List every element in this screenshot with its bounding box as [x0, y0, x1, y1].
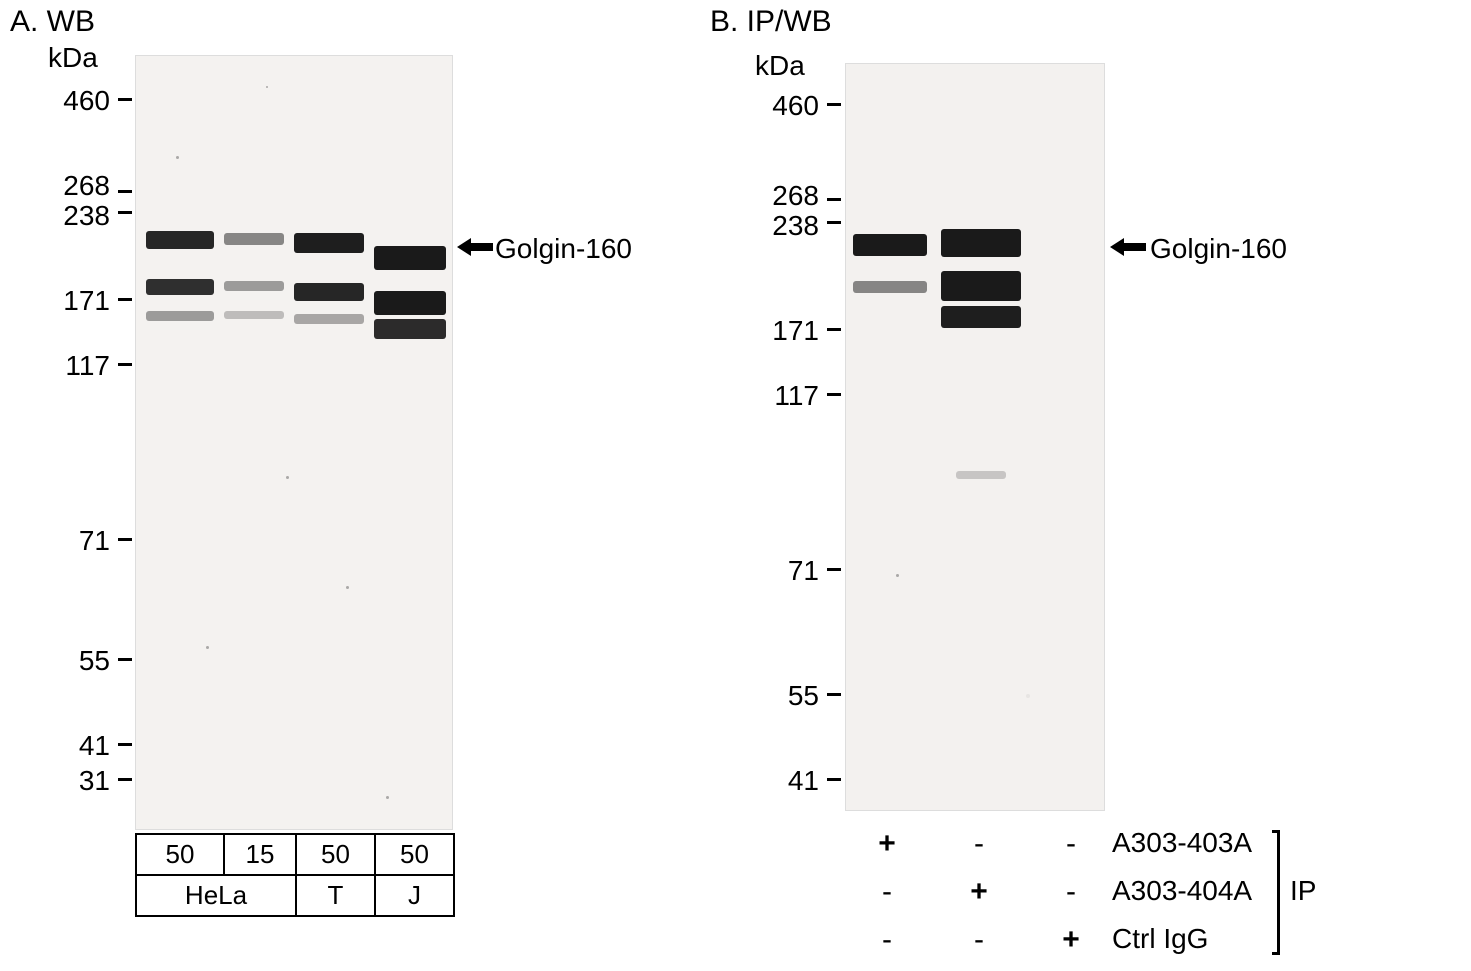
ip-antibody-label: A303-403A [1112, 827, 1252, 859]
mw-marker-label: 55 [788, 680, 819, 712]
table-row: HeLa T J [136, 875, 454, 916]
mw-marker-label: 238 [772, 210, 819, 242]
panel-a-kda: kDa [48, 42, 98, 74]
panel-b-blot [845, 63, 1105, 811]
mw-marker-label: 31 [79, 765, 110, 797]
mw-marker-label: 71 [79, 525, 110, 557]
ip-symbol: - [872, 923, 902, 957]
mw-marker-tick [118, 98, 132, 101]
panel-a-arrow-icon [457, 238, 493, 256]
mw-marker-tick [827, 103, 841, 106]
lane-load-2: 15 [224, 834, 296, 875]
ip-symbol: - [964, 923, 994, 957]
blot-band [374, 319, 446, 339]
ip-antibody-label: Ctrl IgG [1112, 923, 1208, 955]
blot-band [146, 311, 214, 321]
blot-band [294, 283, 364, 301]
blot-band [224, 233, 284, 245]
lane-sample-j: J [375, 875, 454, 916]
ip-antibody-label: A303-404A [1112, 875, 1252, 907]
speck [346, 586, 349, 589]
panel-a-title: A. WB [10, 5, 95, 39]
blot-band [224, 311, 284, 319]
mw-marker-label: 460 [63, 85, 110, 117]
mw-marker-label: 117 [65, 350, 110, 382]
blot-band [294, 233, 364, 253]
ip-symbol: + [1056, 923, 1086, 957]
speck [386, 796, 389, 799]
mw-marker-tick [118, 658, 132, 661]
mw-marker-label: 268 [772, 180, 819, 212]
blot-band [146, 279, 214, 295]
mw-marker-tick [118, 743, 132, 746]
mw-marker-label: 460 [772, 90, 819, 122]
panel-b-title: B. IP/WB [710, 5, 832, 39]
mw-marker-tick [118, 363, 132, 366]
mw-marker-tick [827, 221, 841, 224]
ip-symbol: - [1056, 875, 1086, 909]
mw-marker-label: 41 [79, 730, 110, 762]
ip-bracket [1272, 830, 1280, 955]
speck [896, 574, 899, 577]
ip-symbol: - [964, 827, 994, 861]
mw-marker-tick [118, 778, 132, 781]
speck [286, 476, 289, 479]
mw-marker-tick [118, 538, 132, 541]
panel-a-arrow-label: Golgin-160 [495, 233, 632, 265]
mw-marker-tick [827, 198, 841, 201]
speck [206, 646, 209, 649]
panel-a-blot [135, 55, 453, 830]
mw-marker-label: 117 [774, 380, 819, 412]
mw-marker-tick [118, 190, 132, 193]
mw-marker-label: 55 [79, 645, 110, 677]
speck [266, 86, 268, 88]
ip-label: IP [1290, 875, 1316, 907]
lane-load-3: 50 [296, 834, 375, 875]
lane-load-1: 50 [136, 834, 224, 875]
mw-marker-tick [118, 298, 132, 301]
blot-band [374, 246, 446, 270]
ip-symbol: - [872, 875, 902, 909]
mw-marker-label: 71 [788, 555, 819, 587]
table-row: 50 15 50 50 [136, 834, 454, 875]
blot-band [374, 291, 446, 315]
blot-band [853, 234, 927, 256]
blot-band [294, 314, 364, 324]
blot-band [956, 471, 1006, 479]
mw-marker-tick [827, 778, 841, 781]
panel-a-lane-table: 50 15 50 50 HeLa T J [135, 833, 455, 917]
panel-b-arrow-icon [1110, 238, 1146, 256]
mw-marker-tick [827, 328, 841, 331]
ip-symbol: + [872, 827, 902, 861]
blot-band [146, 231, 214, 249]
mw-marker-label: 41 [788, 765, 819, 797]
lane-load-4: 50 [375, 834, 454, 875]
panel-b-kda: kDa [755, 50, 805, 82]
mw-marker-label: 171 [63, 285, 110, 317]
blot-band [941, 271, 1021, 301]
ip-symbol: + [964, 875, 994, 909]
blot-band [941, 229, 1021, 257]
mw-marker-label: 238 [63, 200, 110, 232]
speck [1026, 694, 1030, 698]
ip-symbol: - [1056, 827, 1086, 861]
blot-band [224, 281, 284, 291]
mw-marker-tick [827, 393, 841, 396]
blot-band [941, 306, 1021, 328]
mw-marker-tick [827, 693, 841, 696]
mw-marker-tick [118, 211, 132, 214]
mw-marker-tick [827, 568, 841, 571]
speck [176, 156, 179, 159]
lane-sample-hela: HeLa [136, 875, 296, 916]
mw-marker-label: 171 [772, 315, 819, 347]
blot-band [853, 281, 927, 293]
panel-b-arrow-label: Golgin-160 [1150, 233, 1287, 265]
lane-sample-t: T [296, 875, 375, 916]
mw-marker-label: 268 [63, 170, 110, 202]
